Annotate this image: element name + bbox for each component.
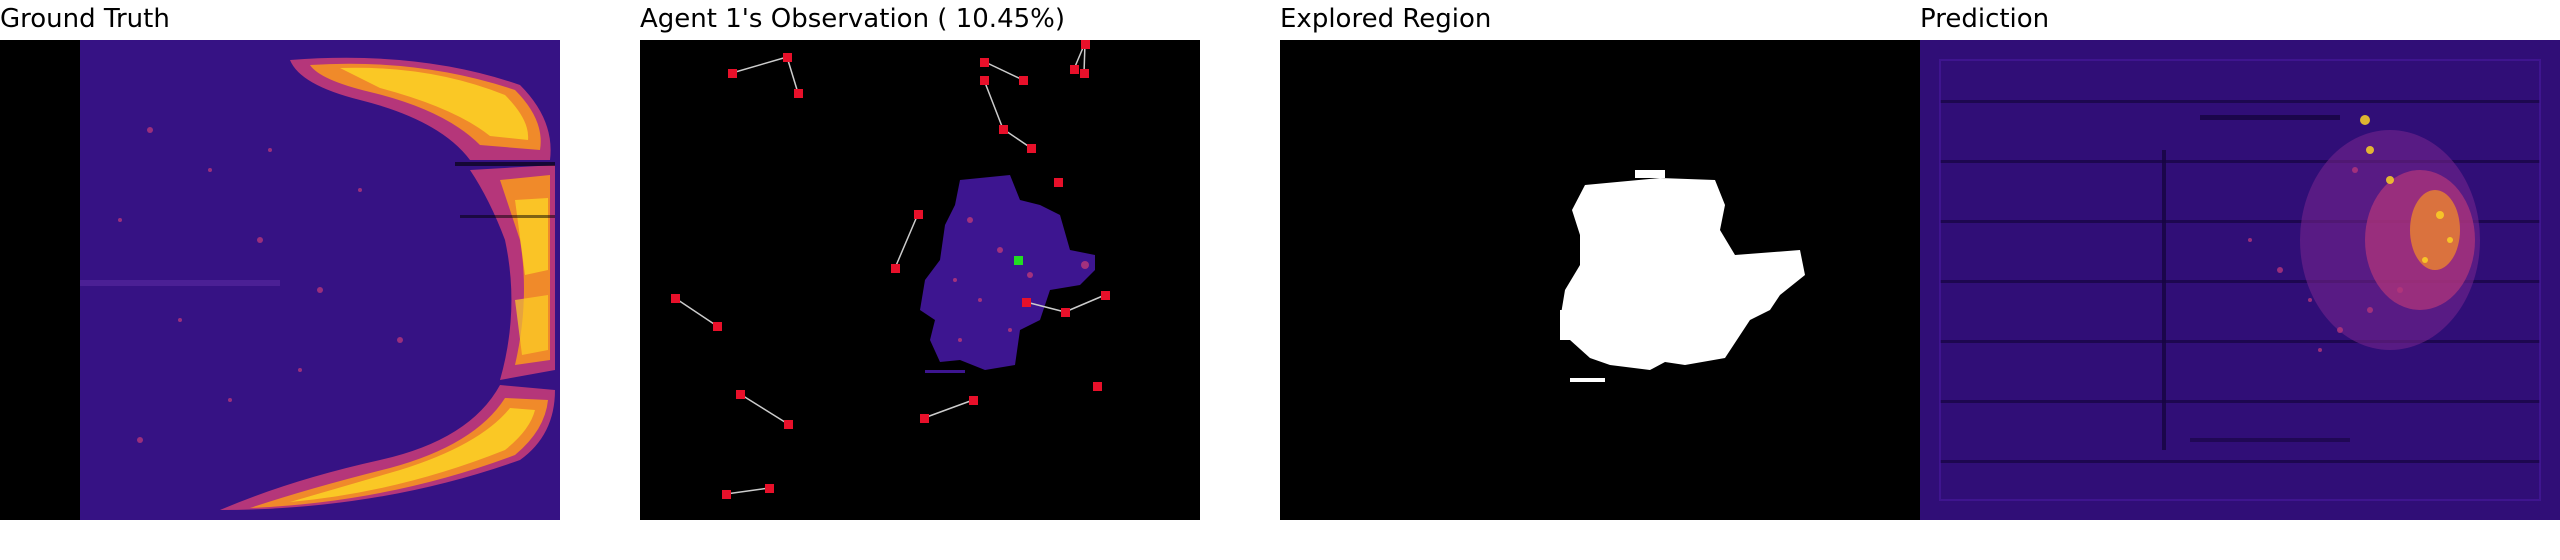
ground-truth-title: Ground Truth xyxy=(0,4,170,34)
observation-map xyxy=(671,40,1110,499)
observation-panel xyxy=(640,40,1200,520)
prediction-title: Prediction xyxy=(1920,4,2050,34)
explored-panel xyxy=(1280,40,1920,520)
observation-title: Agent 1's Observation ( 10.45%) xyxy=(640,4,1066,34)
prediction-heatmap xyxy=(1920,40,2560,520)
explored-title: Explored Region xyxy=(1280,4,1492,34)
ground-truth-panel xyxy=(0,40,560,520)
explored-mask xyxy=(1560,170,1805,382)
self-agent-marker xyxy=(1014,256,1023,265)
prediction-panel xyxy=(1920,40,2560,520)
ground-truth-heatmap xyxy=(0,40,560,520)
